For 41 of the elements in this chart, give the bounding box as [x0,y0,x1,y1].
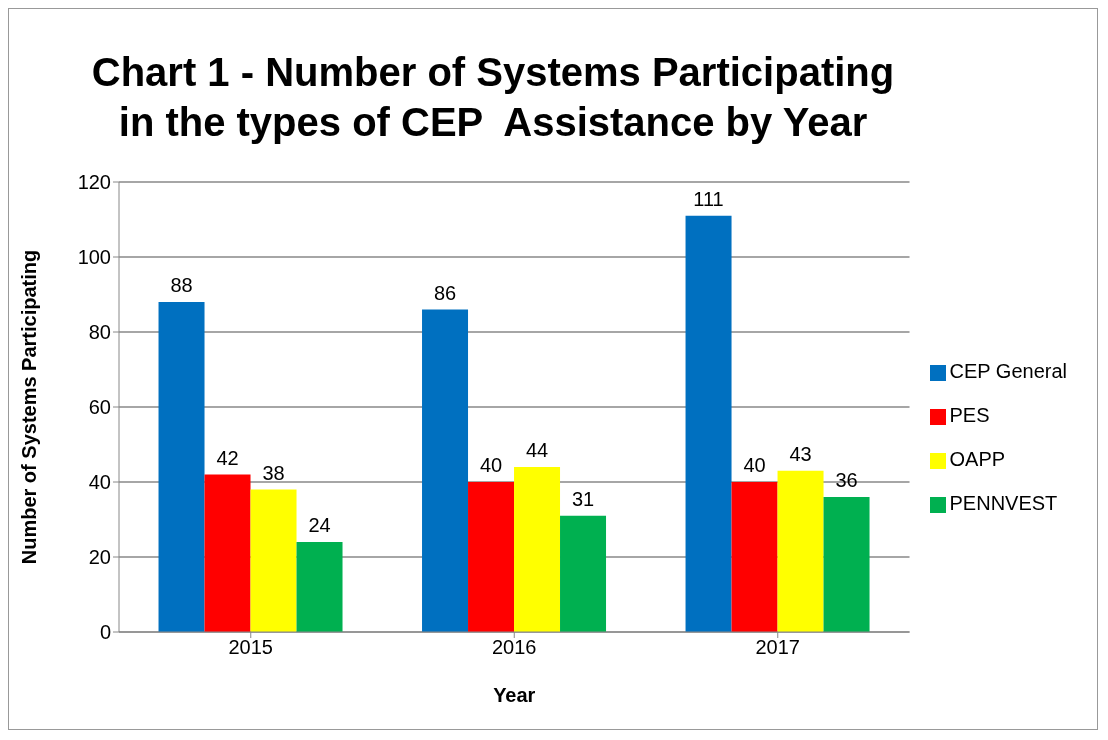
data-label: 36 [835,469,858,491]
y-tick-label: 40 [88,471,111,494]
y-tick-label: 80 [88,321,111,344]
data-label: 24 [308,514,331,536]
x-axis-title: Year [493,684,536,706]
bar [204,474,251,632]
bar [296,542,343,632]
data-label: 88 [170,274,193,296]
x-tick-label: 2016 [492,636,537,659]
bar [250,489,297,632]
y-tick-label: 0 [99,621,111,644]
data-label: 44 [525,439,549,461]
x-tick-label: 2015 [228,636,273,659]
bar [422,309,469,632]
y-tick-label: 120 [77,171,111,194]
bar [560,515,607,632]
bar [468,482,515,632]
bar [514,467,561,632]
legend-label: PES [949,404,990,426]
legend-label: PENNVEST [949,492,1058,514]
data-label: 43 [789,442,812,465]
y-tick-label: 60 [88,396,111,419]
data-label: 38 [262,461,285,484]
bar [731,482,778,632]
bar [777,470,824,632]
bar [685,215,732,632]
data-label: 31 [571,487,595,510]
y-axis-title: Number of Systems Participating [18,249,41,565]
y-tick-label: 20 [88,546,111,569]
bar [823,497,870,632]
legend-label: CEP General [949,360,1067,382]
data-label: 86 [433,281,457,304]
y-tick-label: 100 [77,246,111,269]
data-label: 111 [693,187,724,210]
legend-label: OAPP [949,448,1006,470]
x-tick-label: 2017 [755,636,801,659]
data-label: 40 [743,454,766,476]
chart-title: Chart 1 - Number of Systems Participating in the types of CEP Assistance by Year [90,49,896,146]
data-label: 40 [479,454,503,476]
bar [158,302,205,632]
data-label: 42 [216,446,239,469]
